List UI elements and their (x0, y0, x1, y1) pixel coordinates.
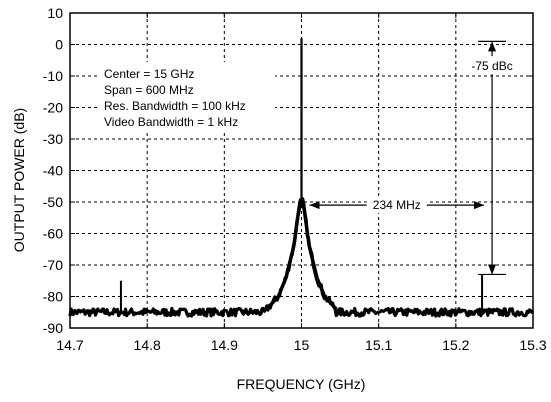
dbc-label: -75 dBc (471, 59, 512, 73)
dbc-arrow-head-up (488, 41, 497, 52)
dbc-label-bg (460, 56, 525, 75)
y-tick-label: -80 (43, 289, 63, 305)
settings-background (97, 62, 275, 130)
y-tick-label: -20 (43, 100, 63, 116)
settings-span: Span = 600 MHz (104, 83, 194, 97)
settings-annotation: Center = 15 GHz Span = 600 MHz Res. Band… (97, 62, 275, 130)
x-tick-label: 15.3 (519, 337, 546, 353)
y-axis-ticks: 10 0 -10 -20 -30 -40 -50 -60 -70 -80 -90 (43, 5, 533, 336)
settings-vbw: Video Bandwidth = 1 kHz (104, 115, 238, 129)
spectrum-trace (68, 38, 535, 318)
x-tick-label: 14.8 (134, 337, 161, 353)
grid (70, 13, 533, 328)
x-tick-label: 15.1 (365, 337, 392, 353)
y-tick-label: -90 (43, 320, 63, 336)
noise-floor-trace (68, 197, 535, 318)
y-tick-label: -70 (43, 257, 63, 273)
settings-center: Center = 15 GHz (104, 67, 194, 81)
measurement-annotations: -75 dBc 234 MHz (309, 40, 525, 276)
dbc-arrow-head-down (488, 264, 497, 275)
y-tick-label: -50 (43, 194, 63, 210)
x-axis-label: FREQUENCY (GHz) (237, 376, 366, 392)
y-tick-label: -40 (43, 163, 63, 179)
x-axis-ticks: 14.7 14.8 14.9 15 15.1 15.2 15.3 (56, 13, 547, 353)
x-tick-label: 15.2 (442, 337, 469, 353)
x-tick-label: 14.7 (56, 337, 83, 353)
settings-rbw: Res. Bandwidth = 100 kHz (104, 99, 246, 113)
spacing-label-bg (366, 196, 427, 214)
y-tick-label: -60 (43, 226, 63, 242)
y-tick-label: 10 (47, 5, 63, 21)
spacing-arrow-head-right (474, 201, 485, 210)
y-tick-label: 0 (55, 37, 63, 53)
y-tick-label: -10 (43, 68, 63, 84)
x-tick-label: 15 (294, 337, 310, 353)
spacing-arrow-head-left (309, 201, 320, 210)
y-axis-label: OUTPUT POWER (dB) (11, 108, 27, 252)
y-tick-label: -30 (43, 131, 63, 147)
x-tick-label: 14.9 (211, 337, 238, 353)
spacing-label: 234 MHz (373, 198, 421, 212)
